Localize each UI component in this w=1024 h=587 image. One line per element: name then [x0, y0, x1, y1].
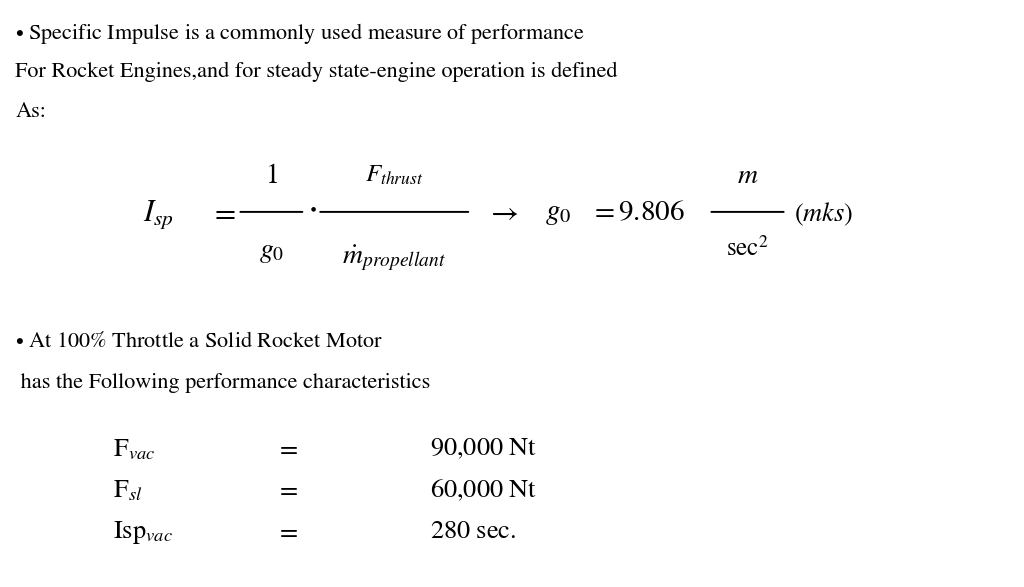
Text: $m$: $m$ — [736, 164, 759, 188]
Text: $\cdot$: $\cdot$ — [307, 191, 317, 226]
Text: $\mathrm{sec}^2$: $\mathrm{sec}^2$ — [726, 237, 769, 262]
Text: $g_0$: $g_0$ — [545, 202, 571, 227]
Text: $\mathrm{Isp}_{vac}$: $\mathrm{Isp}_{vac}$ — [113, 519, 173, 546]
Text: $I_{sp}$: $I_{sp}$ — [143, 198, 174, 231]
Text: $\rightarrow$: $\rightarrow$ — [486, 200, 519, 228]
Text: $60{,}000\ \mathrm{Nt}$: $60{,}000\ \mathrm{Nt}$ — [430, 478, 538, 504]
Text: $=$: $=$ — [276, 519, 299, 544]
Text: has the Following performance characteristics: has the Following performance characteri… — [15, 373, 431, 393]
Text: $(mks)$: $(mks)$ — [794, 201, 853, 228]
Text: $g_0$: $g_0$ — [259, 240, 284, 265]
Text: $\bullet$ Specific Impulse is a commonly used measure of performance: $\bullet$ Specific Impulse is a commonly… — [15, 21, 585, 46]
Text: $=$: $=$ — [210, 200, 236, 228]
Text: $280\ \mathrm{sec.}$: $280\ \mathrm{sec.}$ — [430, 519, 516, 544]
Text: As:: As: — [15, 103, 46, 123]
Text: $F_{thrust}$: $F_{thrust}$ — [365, 164, 424, 188]
Text: $=$: $=$ — [276, 437, 299, 461]
Text: $\bullet$ At 100% Throttle a Solid Rocket Motor: $\bullet$ At 100% Throttle a Solid Rocke… — [15, 332, 384, 352]
Text: $\mathrm{F}_{vac}$: $\mathrm{F}_{vac}$ — [113, 437, 155, 462]
Text: $= 9.806$: $= 9.806$ — [590, 202, 685, 227]
Text: $=$: $=$ — [276, 478, 299, 502]
Text: $90{,}000\ \mathrm{Nt}$: $90{,}000\ \mathrm{Nt}$ — [430, 437, 538, 461]
Text: $1$: $1$ — [265, 164, 278, 188]
Text: For Rocket Engines,and for steady state-engine operation is defined: For Rocket Engines,and for steady state-… — [15, 62, 617, 82]
Text: $\dot{m}_{propellant}$: $\dot{m}_{propellant}$ — [342, 244, 446, 273]
Text: $\mathrm{F}_{sl}$: $\mathrm{F}_{sl}$ — [113, 478, 142, 503]
